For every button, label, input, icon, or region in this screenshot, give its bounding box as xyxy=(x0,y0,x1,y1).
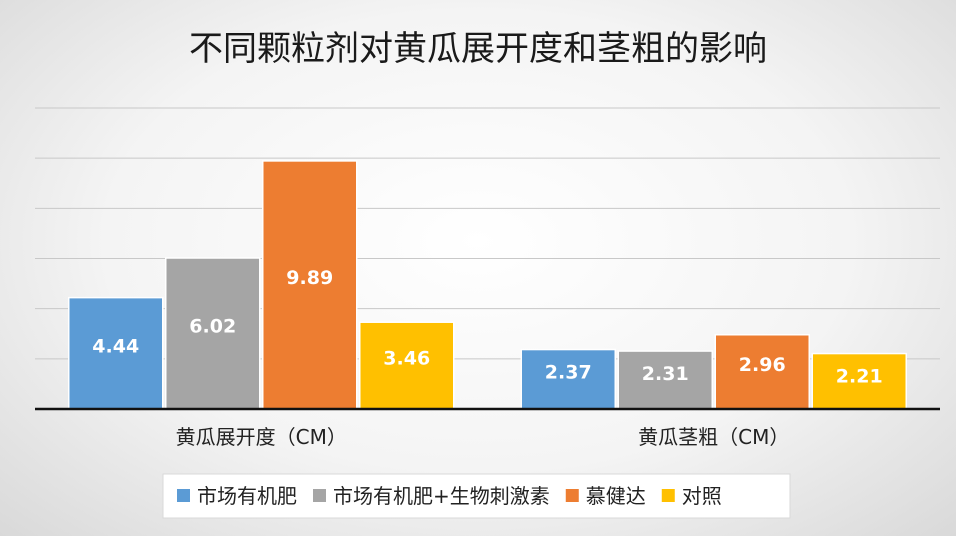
legend-swatch xyxy=(565,489,579,502)
bar-4-1 xyxy=(359,321,455,410)
bar-2-1 xyxy=(165,257,261,410)
bar-3-1 xyxy=(262,160,358,410)
legend-label: 对照 xyxy=(682,484,722,508)
data-label: 2.96 xyxy=(739,354,786,376)
category-label: 黄瓜展开度（CM） xyxy=(176,425,347,449)
data-label: 9.89 xyxy=(286,267,333,289)
legend: 市场有机肥 市场有机肥+生物刺激素 慕健达 对照 xyxy=(162,473,791,519)
legend-swatch xyxy=(177,489,190,502)
chart-title: 不同颗粒剂对黄瓜展开度和茎粗的影响 xyxy=(189,29,767,69)
category-labels: 黄瓜展开度（CM） 黄瓜茎粗（CM） xyxy=(176,425,790,449)
data-label: 6.02 xyxy=(189,315,236,337)
bar-group: 4.44 6.02 9.89 3.46 2.37 2.31 2.96 2.21 xyxy=(68,160,907,410)
data-label: 3.46 xyxy=(383,348,430,370)
data-label: 2.37 xyxy=(545,362,592,384)
data-label: 4.44 xyxy=(92,335,139,357)
bar-4-2 xyxy=(811,352,907,410)
legend-label: 市场有机肥 xyxy=(197,484,297,508)
bar-3-2 xyxy=(714,334,810,410)
legend-box xyxy=(162,473,791,519)
legend-swatch xyxy=(313,489,326,502)
bar-1-2 xyxy=(520,348,616,410)
legend-label: 市场有机肥+生物刺激素 xyxy=(333,484,550,508)
legend-label: 慕健达 xyxy=(586,484,646,508)
data-label: 2.21 xyxy=(836,366,883,388)
category-label: 黄瓜茎粗（CM） xyxy=(638,425,789,449)
data-label: 2.31 xyxy=(642,363,689,385)
bar-2-2 xyxy=(617,350,713,410)
legend-swatch xyxy=(661,489,675,502)
